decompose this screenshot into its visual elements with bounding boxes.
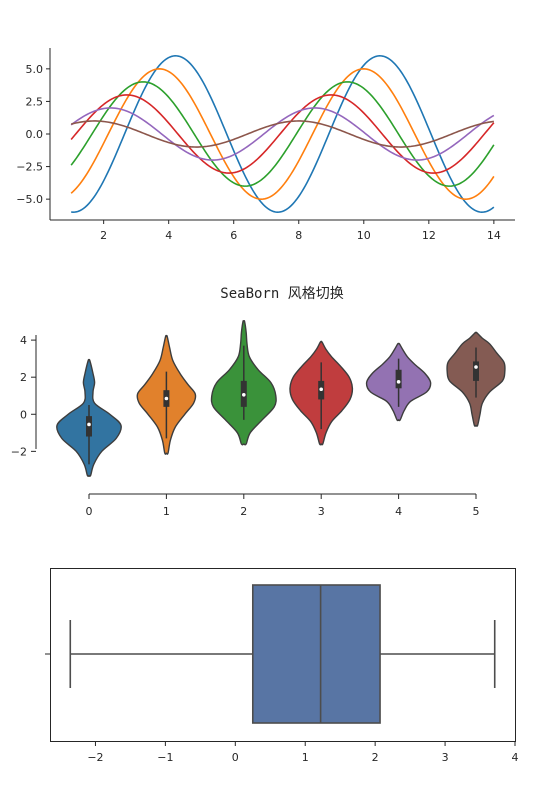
x-tick-label: 5 [473,505,480,518]
violin-chart: SeaBorn 风格切换 0 1 2 3 4 5 4 2 0 −2 [11,285,506,518]
x-tick-label: 4 [512,751,519,764]
x-tick-label: 14 [487,229,501,242]
y-tick-label: 0.0 [26,128,44,141]
x-tick-label: 0 [86,505,93,518]
boxplot-chart: −2 −1 0 1 2 3 4 [45,568,519,764]
sinusoid-line [70,107,495,161]
violin-median-dot [242,393,246,397]
violin-median-dot [319,387,324,392]
c2-ticks: 0 1 2 3 4 5 4 2 0 −2 [11,334,480,518]
sinusoid-line [71,55,495,213]
x-tick-label: 3 [318,505,325,518]
sinusoid-line [70,94,495,174]
x-tick-label: 2 [372,751,379,764]
c2-title: SeaBorn 风格切换 [220,285,343,302]
c1-ticks: 2 4 6 8 10 12 14 5.0 2.5 0.0 −2.5 −5.0 [16,63,501,242]
violin-median-dot [474,365,478,369]
violin-iqr-box [473,361,479,381]
x-tick-label: 2 [100,229,107,242]
c3-frame [50,568,516,742]
x-tick-label: −2 [87,751,103,764]
x-tick-label: 4 [165,229,172,242]
y-tick-label: −5.0 [16,193,43,206]
x-tick-label: 3 [442,751,449,764]
box-iqr [251,584,381,724]
sinusoid-line [70,68,495,200]
violin-median-dot [164,396,169,401]
x-tick-label: 12 [422,229,436,242]
c3-ticks: −2 −1 0 1 2 3 4 [45,653,519,764]
x-tick-label: 6 [230,229,237,242]
y-tick-label: 2 [20,371,27,384]
sinusoid-chart: 2 4 6 8 10 12 14 5.0 2.5 0.0 −2.5 −5.0 [16,48,515,242]
x-tick-label: 4 [395,505,402,518]
violin-group [56,320,506,477]
sinusoid-series-group [70,55,495,213]
violin-iqr-box [86,416,92,437]
box-group [69,584,496,724]
x-tick-label: 1 [163,505,170,518]
violin-median-dot [87,422,91,427]
sinusoid-line [70,81,495,187]
x-tick-label: −1 [157,751,173,764]
y-tick-label: 0 [20,408,27,421]
x-tick-label: 1 [302,751,309,764]
x-tick-label: 8 [295,229,302,242]
violin-iqr-box [395,369,402,389]
x-tick-label: 2 [240,505,247,518]
x-tick-label: 0 [232,751,239,764]
y-tick-label: 2.5 [26,95,44,108]
violin-median-dot [396,380,401,384]
x-tick-label: 10 [357,229,371,242]
y-tick-label: 4 [20,334,27,347]
y-tick-label: 5.0 [26,63,44,76]
y-tick-label: −2 [11,445,27,458]
sinusoid-line [70,120,494,148]
y-tick-label: −2.5 [16,161,43,174]
